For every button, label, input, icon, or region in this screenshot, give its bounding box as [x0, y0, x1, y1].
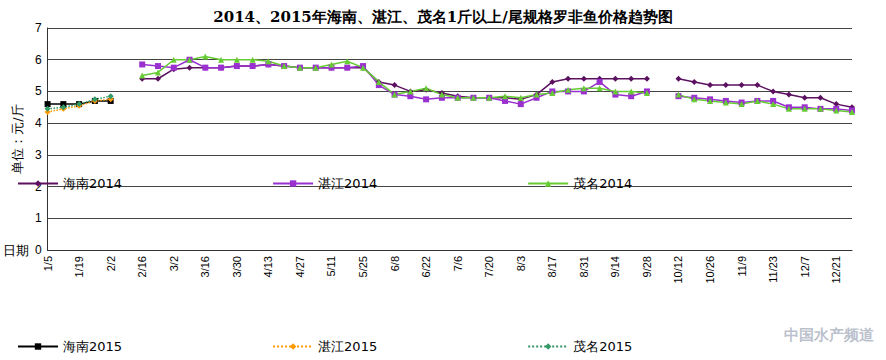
svg-text:1: 1: [35, 211, 42, 225]
svg-text:湛江2014: 湛江2014: [318, 176, 377, 191]
svg-text:11/23: 11/23: [767, 256, 779, 283]
svg-text:9/14: 9/14: [609, 256, 621, 277]
svg-text:12/21: 12/21: [830, 256, 842, 284]
svg-text:日期: 日期: [3, 243, 29, 258]
svg-text:11/9: 11/9: [736, 256, 748, 277]
svg-text:1/19: 1/19: [73, 256, 85, 277]
svg-text:2/16: 2/16: [136, 256, 148, 277]
svg-text:8/3: 8/3: [515, 256, 527, 271]
svg-text:6: 6: [35, 53, 42, 67]
svg-text:3/16: 3/16: [199, 256, 211, 277]
svg-text:6/8: 6/8: [389, 256, 401, 271]
svg-text:2: 2: [35, 180, 42, 194]
svg-text:7/6: 7/6: [452, 256, 464, 271]
svg-text:10/26: 10/26: [704, 256, 716, 284]
svg-text:1/5: 1/5: [42, 256, 54, 271]
svg-text:3/30: 3/30: [231, 256, 243, 277]
svg-text:7: 7: [35, 21, 42, 35]
svg-text:海南2015: 海南2015: [63, 339, 122, 354]
svg-text:5/25: 5/25: [357, 256, 369, 277]
svg-text:4/27: 4/27: [294, 256, 306, 277]
svg-text:5: 5: [35, 84, 42, 98]
svg-text:6/22: 6/22: [420, 256, 432, 277]
svg-text:12/7: 12/7: [799, 256, 811, 277]
svg-text:中国水产频道: 中国水产频道: [784, 326, 875, 344]
svg-text:2014、2015年海南、湛江、茂名1斤以上/尾规格罗非鱼价: 2014、2015年海南、湛江、茂名1斤以上/尾规格罗非鱼价格趋势图: [213, 8, 672, 26]
svg-text:8/31: 8/31: [578, 256, 590, 277]
svg-text:8/17: 8/17: [546, 256, 558, 277]
svg-text:茂名2014: 茂名2014: [573, 176, 632, 191]
svg-text:4/13: 4/13: [262, 256, 274, 277]
svg-text:0: 0: [35, 243, 42, 257]
svg-text:茂名2015: 茂名2015: [573, 339, 632, 354]
svg-text:3: 3: [35, 148, 42, 162]
svg-text:4: 4: [35, 116, 42, 130]
svg-text:5/11: 5/11: [325, 256, 337, 277]
svg-text:10/12: 10/12: [672, 256, 684, 284]
svg-text:湛江2015: 湛江2015: [318, 339, 377, 354]
svg-text:海南2014: 海南2014: [63, 176, 122, 191]
svg-text:9/28: 9/28: [641, 256, 653, 277]
svg-text:单位：元/斤: 单位：元/斤: [10, 104, 25, 173]
svg-text:7/20: 7/20: [483, 256, 495, 277]
svg-text:2/2: 2/2: [105, 256, 117, 271]
svg-text:3/2: 3/2: [168, 256, 180, 271]
